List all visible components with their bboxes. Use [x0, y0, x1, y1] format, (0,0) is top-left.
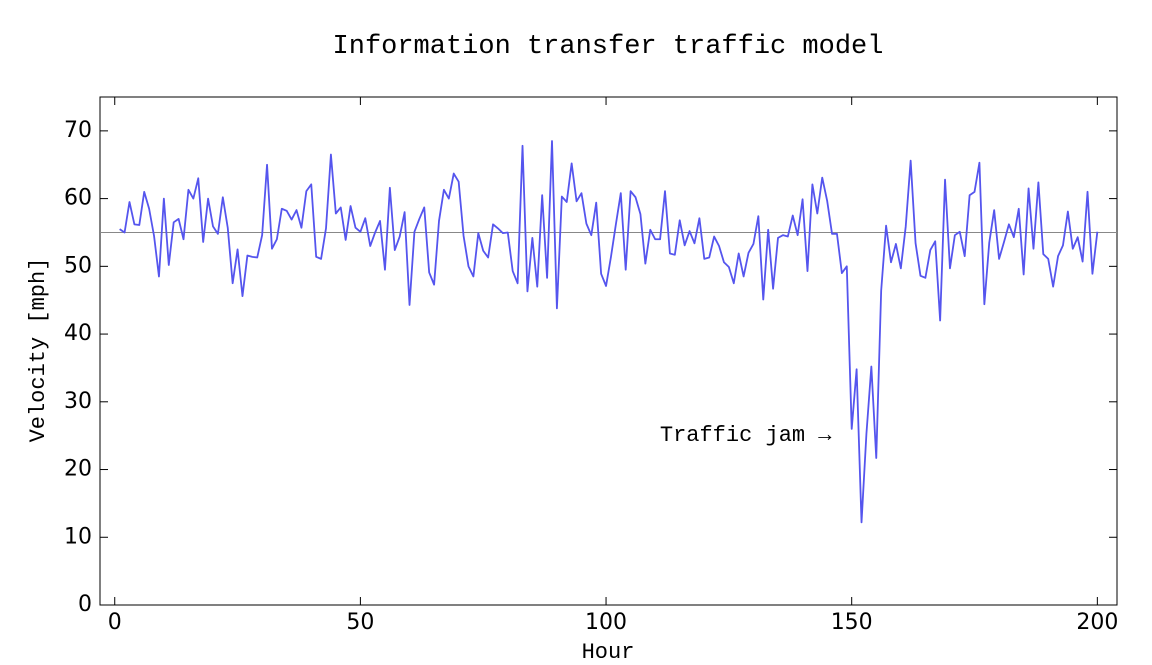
x-tick-label: 150: [831, 610, 873, 635]
annotation: Traffic jam →: [660, 423, 832, 448]
y-tick-label: 10: [64, 524, 92, 549]
y-tick-label: 30: [64, 389, 92, 414]
data-line: [119, 140, 1099, 524]
x-tick-label: 200: [1076, 610, 1118, 635]
y-tick-label: 50: [64, 253, 92, 278]
x-tick-label: 50: [346, 610, 374, 635]
y-tick-label: 70: [64, 118, 92, 143]
y-axis-label: Velocity [mph]: [26, 258, 51, 443]
y-tick-label: 60: [64, 186, 92, 211]
plot-frame: [99, 96, 1118, 606]
x-tick-label: 100: [585, 610, 627, 635]
y-tick-label: 0: [78, 592, 92, 617]
x-axis-label: Hour: [582, 640, 635, 665]
y-tick-label: 20: [64, 457, 92, 482]
y-tick-label: 40: [64, 321, 92, 346]
chart-title: Information transfer traffic model: [333, 32, 884, 62]
x-tick-label: 0: [108, 610, 122, 635]
